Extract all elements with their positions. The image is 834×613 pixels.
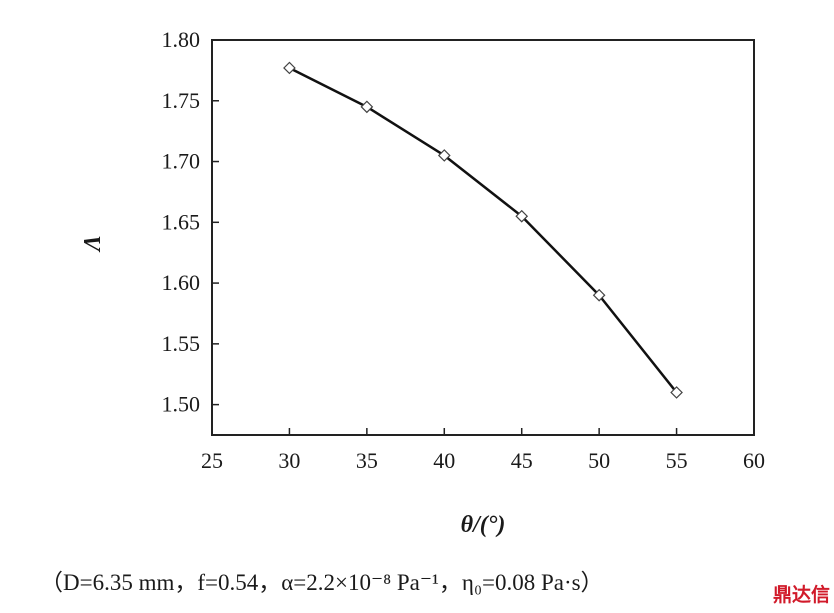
watermark-logo: 鼎达信 <box>772 584 830 606</box>
series-group <box>283 61 683 399</box>
x-tick-label: 25 <box>201 448 223 473</box>
x-tick-label: 35 <box>356 448 378 473</box>
tick-labels: 25 30 35 40 45 50 55 60 1.50 1.55 1.60 1.65 1.70 1.75… <box>162 27 766 473</box>
x-tick-label: 45 <box>511 448 533 473</box>
x-tick-label: 60 <box>743 448 765 473</box>
data-point-marker <box>437 149 451 162</box>
data-point-marker <box>360 100 374 114</box>
x-tick-label: 50 <box>588 448 610 473</box>
plot-frame <box>211 39 755 436</box>
data-point-marker <box>515 209 529 223</box>
x-tick-label: 40 <box>433 448 455 473</box>
x-axis-title: θ/(°) <box>461 512 506 538</box>
y-tick-label: 1.50 <box>162 392 201 417</box>
y-tick-label: 1.60 <box>162 270 201 295</box>
series-line <box>288 66 678 394</box>
x-tick-label: 30 <box>278 448 300 473</box>
axis-ticks <box>211 39 755 435</box>
y-axis-title: Λ <box>80 235 106 253</box>
y-tick-label: 1.80 <box>162 27 201 52</box>
y-tick-label: 1.55 <box>162 331 201 356</box>
y-tick-label: 1.75 <box>162 88 201 113</box>
figure-caption: （D=6.35 mm，f=0.54，α=2.2×10⁻⁸ Pa⁻¹，η₀=0.0… <box>40 570 604 595</box>
data-point-marker <box>283 61 296 75</box>
x-tick-label: 55 <box>666 448 688 473</box>
y-tick-label: 1.70 <box>162 149 201 174</box>
data-point-marker <box>592 288 606 302</box>
data-point-marker <box>670 386 683 399</box>
y-tick-label: 1.65 <box>162 209 201 234</box>
